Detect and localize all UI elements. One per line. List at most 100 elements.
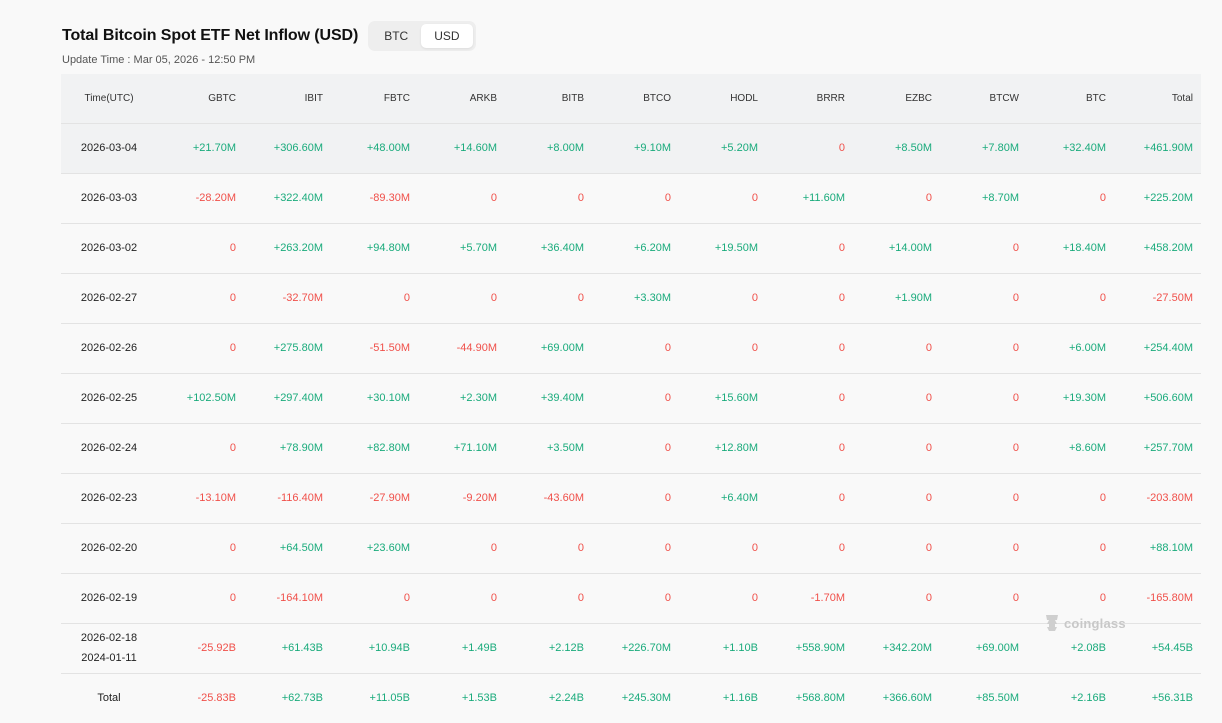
value-cell-gbtc: +21.70M [192,142,236,154]
value-cell-gbtc: 0 [229,292,236,304]
value-cell-gbtc: 0 [229,242,236,254]
value-cell-bitb: -43.60M [543,492,584,504]
value-cell-hodl: +1.10B [722,642,758,654]
value-cell-total: +225.20M [1143,192,1193,204]
value-cell-btc: +18.40M [1062,242,1106,254]
value-cell-fbtc: +94.80M [366,242,410,254]
value-cell-brrr: 0 [838,442,845,454]
column-header-brrr[interactable]: BRRR [816,92,845,104]
table-row: 2026-02-23 -13.10M -116.40M -27.90M -9.20M -4… [61,473,1201,523]
toggle-usd-button[interactable]: USD [421,24,473,48]
value-cell-ibit: +64.50M [279,542,323,554]
value-cell-total: +56.31B [1151,692,1193,705]
value-cell-btco: +9.10M [634,142,671,154]
value-cell-brrr: -1.70M [810,592,845,604]
column-header-ibit[interactable]: IBIT [304,92,323,104]
value-cell-gbtc: -25.83B [197,692,236,705]
column-header-gbtc[interactable]: GBTC [208,92,236,104]
row-date-cell: 2026-02-19 [61,573,157,623]
value-cell-ezbc: +342.20M [882,642,932,654]
row-date-cell: 2026-02-18 2024-01-11 [61,623,157,673]
table-row: 2026-02-26 0 +275.80M -51.50M -44.90M +69.00M… [61,323,1201,373]
coinglass-logo-icon [1046,615,1058,631]
value-cell-brrr: 0 [838,242,845,254]
value-cell-ezbc: 0 [925,342,932,354]
column-header-btcw[interactable]: BTCW [989,92,1019,104]
value-cell-btco: +245.30M [621,692,671,705]
value-cell-arkb: +2.30M [460,392,497,404]
value-cell-fbtc: 0 [403,592,410,604]
column-header-time-utc[interactable]: Time(UTC) [84,92,134,104]
value-cell-ibit: -32.70M [282,292,323,304]
column-header-btc[interactable]: BTC [1086,92,1106,104]
table-row: 2026-02-27 0 -32.70M 0 0 0 +3.30M 0 0 +1.90M 0 0 -27… [61,273,1201,323]
value-cell-total: +506.60M [1143,392,1193,404]
value-cell-btc: 0 [1099,292,1106,304]
value-cell-fbtc: +10.94B [368,642,410,654]
value-cell-ezbc: 0 [925,192,932,204]
value-cell-bitb: 0 [577,192,584,204]
row-date: 2026-02-20 [80,542,138,554]
value-cell-hodl: 0 [751,292,758,304]
row-date-cell: 2026-02-24 [61,423,157,473]
column-header-fbtc[interactable]: FBTC [383,92,410,104]
value-cell-btc: +8.60M [1069,442,1106,454]
value-cell-arkb: -9.20M [462,492,497,504]
value-cell-ezbc: 0 [925,492,932,504]
column-header-ezbc[interactable]: EZBC [905,92,932,104]
value-cell-ezbc: 0 [925,442,932,454]
row-date: 2026-03-04 [80,142,138,154]
value-cell-btc: 0 [1099,592,1106,604]
column-header-hodl[interactable]: HODL [730,92,758,104]
value-cell-btc: 0 [1099,542,1106,554]
value-cell-total: +461.90M [1143,142,1193,154]
value-cell-gbtc: 0 [229,442,236,454]
value-cell-btco: 0 [664,392,671,404]
value-cell-hodl: +19.50M [714,242,758,254]
value-cell-btcw: 0 [1012,242,1019,254]
etf-flow-table: Time(UTC) GBTC IBIT FBTC ARKB BITB BTCO HODL BRR… [61,74,1201,723]
value-cell-gbtc: -28.20M [195,192,236,204]
value-cell-ibit: +62.73B [281,692,323,705]
row-date: 2026-02-24 [80,442,138,454]
value-cell-hodl: +12.80M [714,442,758,454]
value-cell-btcw: 0 [1012,592,1019,604]
value-cell-hodl: 0 [751,592,758,604]
value-cell-bitb: +36.40M [540,242,584,254]
column-header-bitb[interactable]: BITB [561,92,584,104]
value-cell-btc: +2.16B [1070,692,1106,705]
value-cell-total: +458.20M [1143,242,1193,254]
value-cell-btcw: +8.70M [982,192,1019,204]
row-date-cell: 2026-02-23 [61,473,157,523]
value-cell-hodl: +15.60M [714,392,758,404]
value-cell-bitb: +69.00M [540,342,584,354]
toggle-btc-button[interactable]: BTC [384,29,409,43]
coinglass-watermark: coinglass [1043,613,1126,633]
value-cell-arkb: +1.49B [461,642,497,654]
table-row: 2026-02-19 0 -164.10M 0 0 0 0 0 -1.70M 0 0 0 -165.80… [61,573,1201,623]
value-cell-brrr: 0 [838,342,845,354]
value-cell-btcw: 0 [1012,392,1019,404]
table-row: 2026-03-04 +21.70M +306.60M +48.00M +14.60M +… [61,123,1201,173]
value-cell-ibit: +263.20M [273,242,323,254]
value-cell-btc: +32.40M [1062,142,1106,154]
row-date: 2026-02-27 [80,292,138,304]
value-cell-hodl: 0 [751,342,758,354]
column-header-total[interactable]: Total [1171,92,1193,104]
value-cell-fbtc: -51.50M [369,342,410,354]
value-cell-fbtc: 0 [403,292,410,304]
value-cell-btcw: +7.80M [982,142,1019,154]
value-cell-brrr: +558.90M [795,642,845,654]
column-header-btco[interactable]: BTCO [643,92,671,104]
column-header-arkb[interactable]: ARKB [469,92,497,104]
value-cell-fbtc: -89.30M [369,192,410,204]
row-date-cell: 2026-03-02 [61,223,157,273]
value-cell-btco: 0 [664,192,671,204]
value-cell-total: -27.50M [1152,292,1193,304]
row-date-cell: 2026-02-26 [61,323,157,373]
value-cell-bitb: +3.50M [547,442,584,454]
unit-toggle: BTC USD [368,21,476,51]
row-date-cell: 2026-02-27 [61,273,157,323]
value-cell-btc: +6.00M [1069,342,1106,354]
value-cell-arkb: 0 [490,542,497,554]
